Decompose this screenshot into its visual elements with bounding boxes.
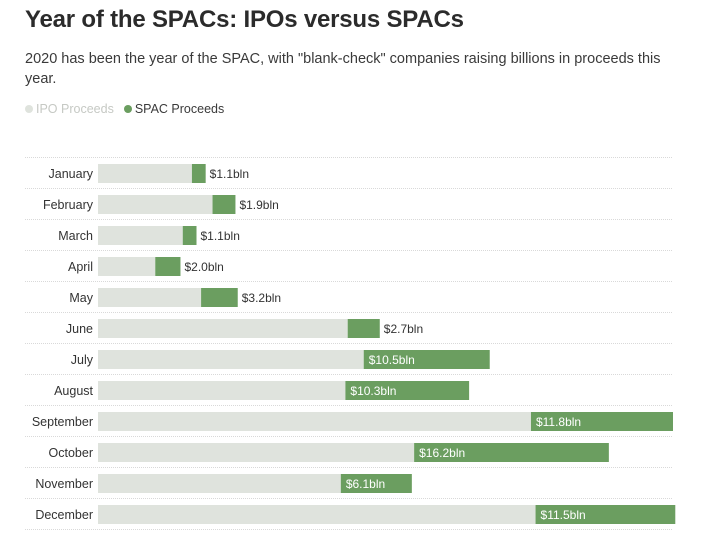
data-label: $11.8bln	[536, 415, 581, 429]
bar-ipo	[98, 257, 156, 276]
bar-ipo	[98, 195, 213, 214]
category-label: July	[71, 353, 94, 367]
category-label: February	[43, 198, 94, 212]
bar-ipo	[98, 164, 192, 183]
data-label: $2.0bln	[184, 260, 223, 274]
bar-spac	[363, 350, 490, 369]
bar-ipo	[98, 505, 536, 524]
chart-title: Year of the SPACs: IPOs versus SPACs	[25, 6, 464, 33]
data-label: $1.1bln	[201, 229, 240, 243]
category-label: October	[49, 446, 93, 460]
bar-spac	[155, 257, 181, 276]
category-label: November	[35, 477, 93, 491]
category-label: August	[54, 384, 93, 398]
bar-ipo	[98, 412, 531, 431]
data-label: $16.2bln	[419, 446, 465, 460]
bar-ipo	[98, 350, 364, 369]
category-label: May	[69, 291, 93, 305]
legend-dot-ipo	[25, 105, 33, 113]
legend: IPO Proceeds SPAC Proceeds	[25, 102, 234, 116]
legend-label-spac: SPAC Proceeds	[134, 102, 225, 116]
bar-ipo	[98, 319, 348, 338]
bar-spac	[530, 412, 673, 431]
category-label: March	[58, 229, 93, 243]
bar-spac	[340, 474, 412, 493]
data-label: $3.2bln	[242, 291, 281, 305]
data-label: $1.1bln	[210, 167, 249, 181]
legend-dot-spac	[123, 105, 132, 113]
data-label: $10.5bln	[369, 353, 415, 367]
category-label: September	[32, 415, 93, 429]
bar-ipo	[98, 226, 183, 245]
bar-spac	[212, 195, 236, 214]
legend-label-ipo: IPO Proceeds	[36, 102, 114, 116]
legend-item-spac[interactable]: SPAC Proceeds	[123, 102, 225, 116]
legend-item-ipo[interactable]: IPO Proceeds	[25, 102, 114, 116]
bar-spac	[182, 226, 197, 245]
bar-ipo	[98, 474, 341, 493]
bar-spac	[201, 288, 238, 307]
data-label: $10.3bln	[350, 384, 396, 398]
data-label: $2.7bln	[384, 322, 423, 336]
bar-spac	[347, 319, 380, 338]
bar-spac	[414, 443, 609, 462]
bar-ipo	[98, 288, 202, 307]
bar-ipo	[98, 381, 346, 400]
category-label: January	[49, 167, 94, 181]
data-label: $1.9bln	[239, 198, 278, 212]
bar-spac	[535, 505, 676, 524]
category-label: December	[35, 508, 93, 522]
data-label: $11.5bln	[541, 508, 586, 522]
bar-ipo	[98, 443, 415, 462]
chart-subtitle: 2020 has been the year of the SPAC, with…	[25, 51, 661, 87]
bar-spac	[345, 381, 470, 400]
category-label: June	[66, 322, 93, 336]
category-label: April	[68, 260, 93, 274]
data-label: $6.1bln	[346, 477, 385, 491]
bar-spac	[191, 164, 206, 183]
